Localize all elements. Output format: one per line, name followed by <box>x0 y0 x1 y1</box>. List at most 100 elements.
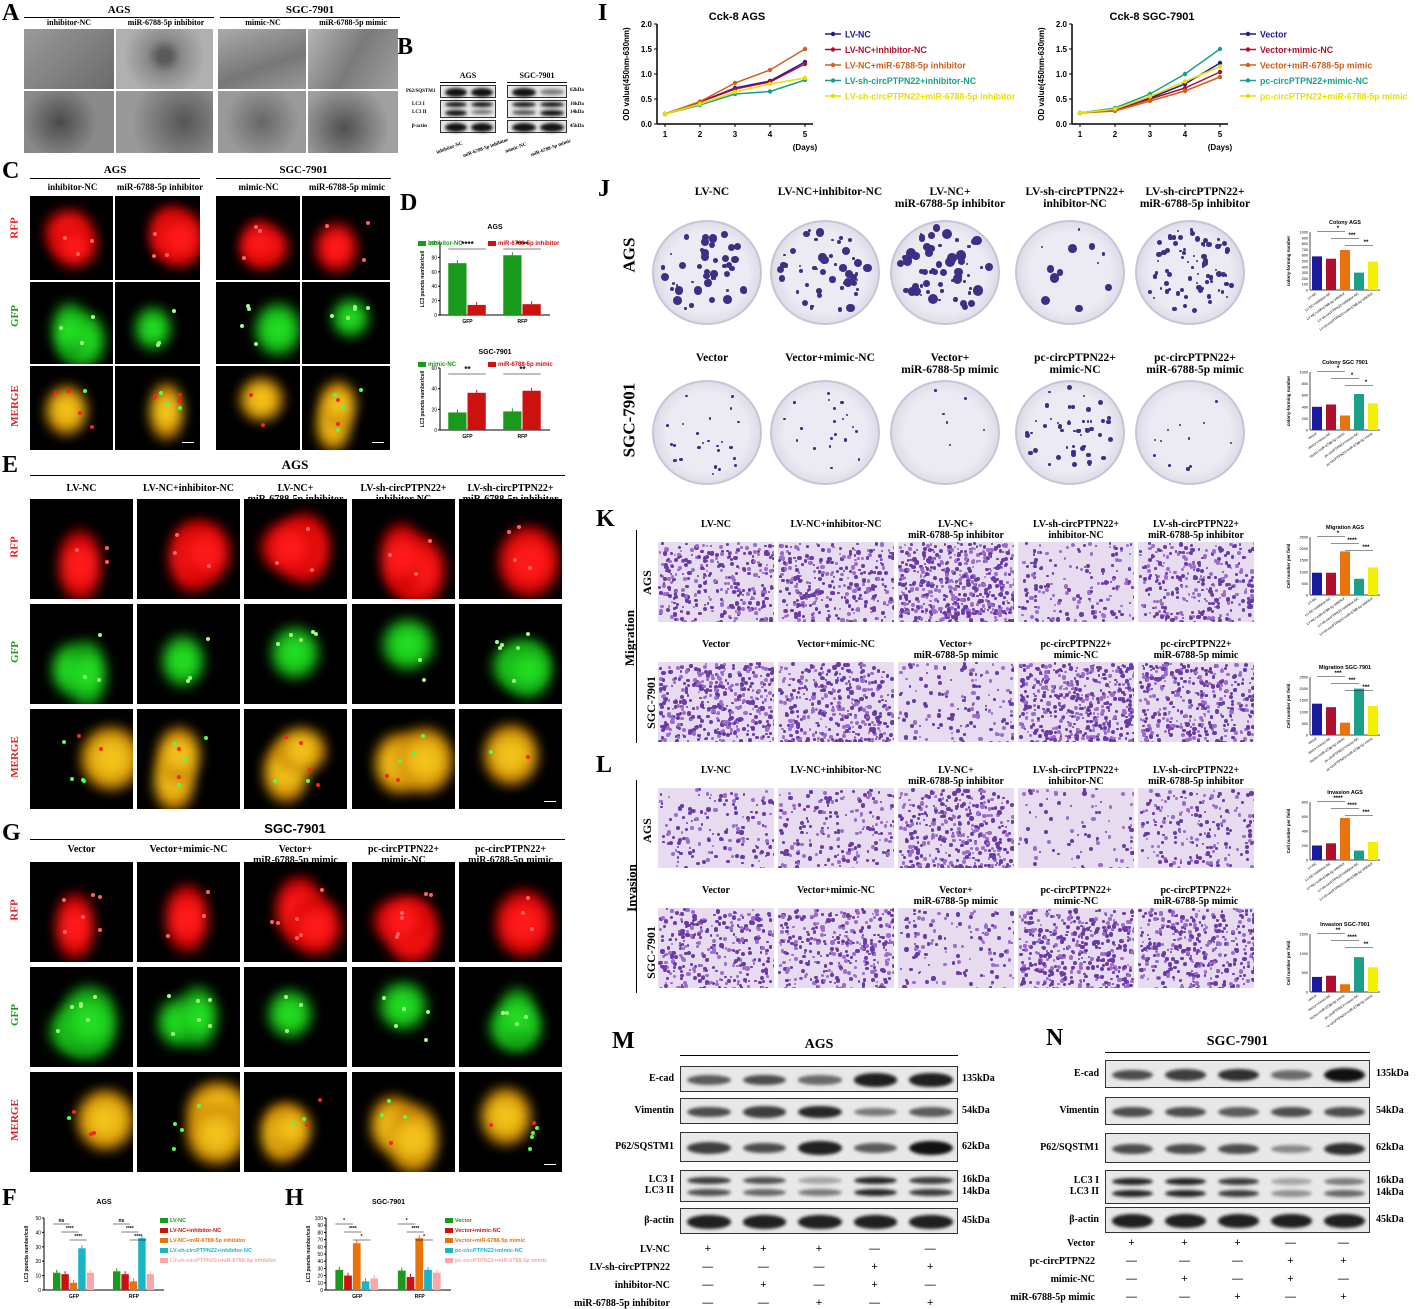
stained-cell <box>1160 688 1164 692</box>
colony-dot <box>1098 400 1104 406</box>
stained-cell <box>826 826 830 829</box>
stained-cell <box>1191 722 1196 726</box>
stained-cell <box>985 595 989 599</box>
stained-cell <box>1144 741 1148 742</box>
puncta-dot <box>382 995 387 1000</box>
stained-cell <box>660 695 664 699</box>
legend-swatch <box>445 1228 453 1233</box>
row-label: GFP <box>9 641 21 663</box>
stained-cell <box>963 696 967 699</box>
puncta-dot <box>495 640 500 645</box>
stained-cell <box>1181 698 1186 703</box>
stained-cell <box>1238 543 1242 546</box>
stained-cell <box>875 823 878 826</box>
legend-marker <box>830 31 836 37</box>
colony-dot <box>922 268 929 275</box>
stained-cell <box>757 665 761 668</box>
colony-dot <box>935 261 942 268</box>
stained-cell <box>668 795 671 798</box>
stained-cell <box>1222 728 1225 731</box>
stained-cell <box>1010 618 1014 622</box>
stained-cell <box>1239 547 1242 551</box>
stained-cell <box>1148 687 1152 692</box>
stained-cell <box>925 566 930 571</box>
stained-cell <box>1119 604 1123 608</box>
stained-cell <box>1219 713 1223 716</box>
column-header: Vector <box>67 844 96 855</box>
stained-cell <box>768 740 772 742</box>
stained-cell <box>792 600 797 605</box>
stained-cell <box>972 609 976 613</box>
puncta-dot <box>276 641 281 646</box>
stained-cell <box>997 563 1001 568</box>
stained-cell <box>959 667 965 673</box>
stained-cell <box>762 811 766 816</box>
column-header: LV-NC+inhibitor-NC <box>143 483 234 494</box>
stained-cell <box>1200 718 1203 721</box>
colony-dot <box>1172 306 1177 312</box>
stained-cell <box>1053 714 1057 718</box>
stained-cell <box>866 588 871 593</box>
stained-cell <box>824 694 829 699</box>
stained-cell <box>854 577 858 580</box>
stained-cell <box>856 550 861 555</box>
stained-cell <box>1169 723 1174 728</box>
fluorescence-image <box>30 709 133 809</box>
stained-cell <box>985 671 989 675</box>
fluorescence-image <box>352 967 455 1067</box>
stained-cell <box>988 568 991 571</box>
cell-blob <box>68 638 107 704</box>
stained-cell <box>832 576 836 579</box>
cell-blob <box>261 521 321 574</box>
stained-cell <box>1073 691 1077 695</box>
data-point <box>1147 98 1153 104</box>
stained-cell <box>698 736 702 739</box>
stained-cell <box>1206 739 1209 742</box>
stained-cell <box>1082 667 1086 671</box>
stained-cell <box>948 590 951 593</box>
colony-dot <box>701 238 709 247</box>
stained-cell <box>1249 709 1254 714</box>
y-axis-label: OD value(450nm-630nm) <box>622 27 631 121</box>
panel-l-row-sgc: SGC-7901 <box>643 926 658 979</box>
stained-cell <box>1165 718 1170 722</box>
stained-cell <box>726 725 731 730</box>
panel-c-row-merge: MERGE <box>8 385 21 427</box>
stained-cell <box>732 667 736 671</box>
stained-cell <box>982 619 987 622</box>
stained-cell <box>1215 589 1218 593</box>
stained-cell <box>1221 570 1225 574</box>
stained-cell <box>1226 672 1230 676</box>
stained-cell <box>993 566 997 570</box>
puncta-dot <box>310 567 315 572</box>
stained-cell <box>1233 544 1238 549</box>
stained-cell <box>805 831 809 835</box>
stained-cell <box>892 737 894 741</box>
stained-cell <box>936 562 940 566</box>
stained-cell <box>1003 571 1008 576</box>
panel-c-row-rfp: RFP <box>8 217 21 239</box>
stained-cell <box>788 705 793 710</box>
stained-cell <box>883 570 889 576</box>
stained-cell <box>1244 663 1249 668</box>
stained-cell <box>1088 572 1091 575</box>
stained-cell <box>885 724 890 728</box>
puncta-dot <box>283 734 288 739</box>
stained-cell <box>888 839 892 844</box>
colony-dot <box>710 276 715 280</box>
stained-cell <box>706 816 709 820</box>
stained-cell <box>1114 558 1119 563</box>
stained-cell <box>722 691 727 696</box>
stained-cell <box>956 708 960 711</box>
stained-cell <box>1053 710 1057 714</box>
stained-cell <box>835 722 838 725</box>
stained-cell <box>966 707 971 712</box>
stained-cell <box>765 563 768 566</box>
stained-cell <box>996 578 999 581</box>
stained-cell <box>1238 704 1243 708</box>
stained-cell <box>691 682 696 687</box>
puncta-dot <box>83 675 88 679</box>
stained-cell <box>935 584 939 588</box>
stained-cell <box>750 699 755 705</box>
stained-cell <box>1140 740 1143 742</box>
